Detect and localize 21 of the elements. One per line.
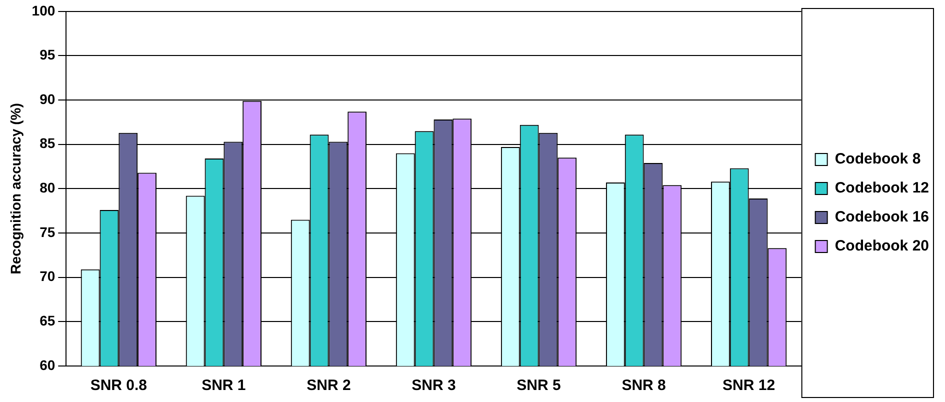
x-tick-label: SNR 5 xyxy=(516,377,561,394)
x-tick-label: SNR 8 xyxy=(622,377,666,394)
y-tick-label: 60 xyxy=(40,356,56,373)
x-tick-label: SNR 2 xyxy=(306,377,351,394)
y-tick-label: 85 xyxy=(40,135,56,152)
y-tick-label: 100 xyxy=(32,2,56,18)
legend-label: Codebook 8 xyxy=(834,150,921,168)
y-tick-label: 95 xyxy=(40,46,56,63)
x-tick-label: SNR 1 xyxy=(202,377,246,394)
legend-label: Codebook 20 xyxy=(834,238,930,255)
y-tick-label: 80 xyxy=(40,180,56,196)
y-tick-label: 75 xyxy=(40,224,56,240)
legend-label: Codebook 12 xyxy=(834,180,930,197)
x-tick-label: SNR 0.8 xyxy=(90,377,148,394)
x-tick-label: SNR 3 xyxy=(412,377,456,394)
y-axis-title: Recognition accuracy (%) xyxy=(7,103,24,274)
y-tick-label: 70 xyxy=(40,268,56,284)
y-tick-label: 65 xyxy=(40,312,56,329)
x-tick-label: SNR 12 xyxy=(722,377,776,394)
y-tick-label: 90 xyxy=(40,90,56,107)
legend-label: Codebook 16 xyxy=(834,208,930,226)
